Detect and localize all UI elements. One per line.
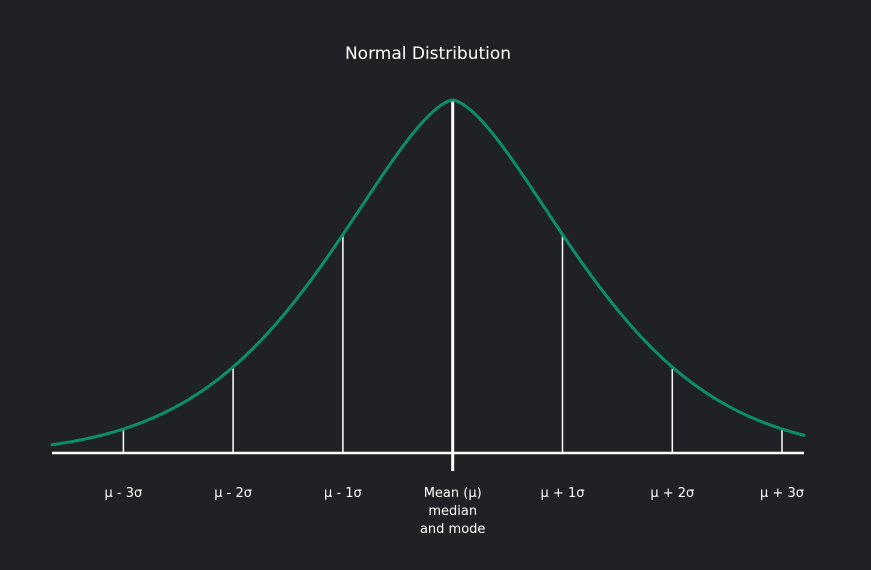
x-tick-label: μ + 3σ bbox=[760, 486, 804, 501]
x-tick-label-line: μ - 1σ bbox=[324, 486, 362, 501]
x-tick-label-line: μ - 2σ bbox=[214, 486, 252, 501]
sigma-guide-lines bbox=[122, 99, 783, 471]
x-tick-label: μ + 1σ bbox=[541, 486, 585, 501]
x-tick-label-line: Mean (μ) bbox=[424, 486, 482, 501]
x-tick-label-line: and mode bbox=[420, 522, 485, 537]
x-tick-label-line: μ - 3σ bbox=[105, 486, 143, 501]
x-tick-label: μ - 1σ bbox=[324, 486, 362, 501]
x-tick-label-line: μ + 1σ bbox=[541, 486, 585, 501]
x-tick-label-line: μ + 2σ bbox=[650, 486, 694, 501]
x-tick-label-line: μ + 3σ bbox=[760, 486, 804, 501]
x-tick-label: μ - 2σ bbox=[214, 486, 252, 501]
chart-title: Normal Distribution bbox=[345, 44, 511, 64]
x-tick-label: μ - 3σ bbox=[105, 486, 143, 501]
normal-curve bbox=[50, 98, 806, 447]
x-tick-labels: μ - 3σ μ - 2σ μ - 1σ Mean (μ) median and mode… bbox=[105, 486, 804, 537]
x-tick-label: Mean (μ) median and mode bbox=[420, 486, 485, 537]
x-tick-label-line: median bbox=[428, 504, 477, 519]
x-tick-label: μ + 2σ bbox=[650, 486, 694, 501]
